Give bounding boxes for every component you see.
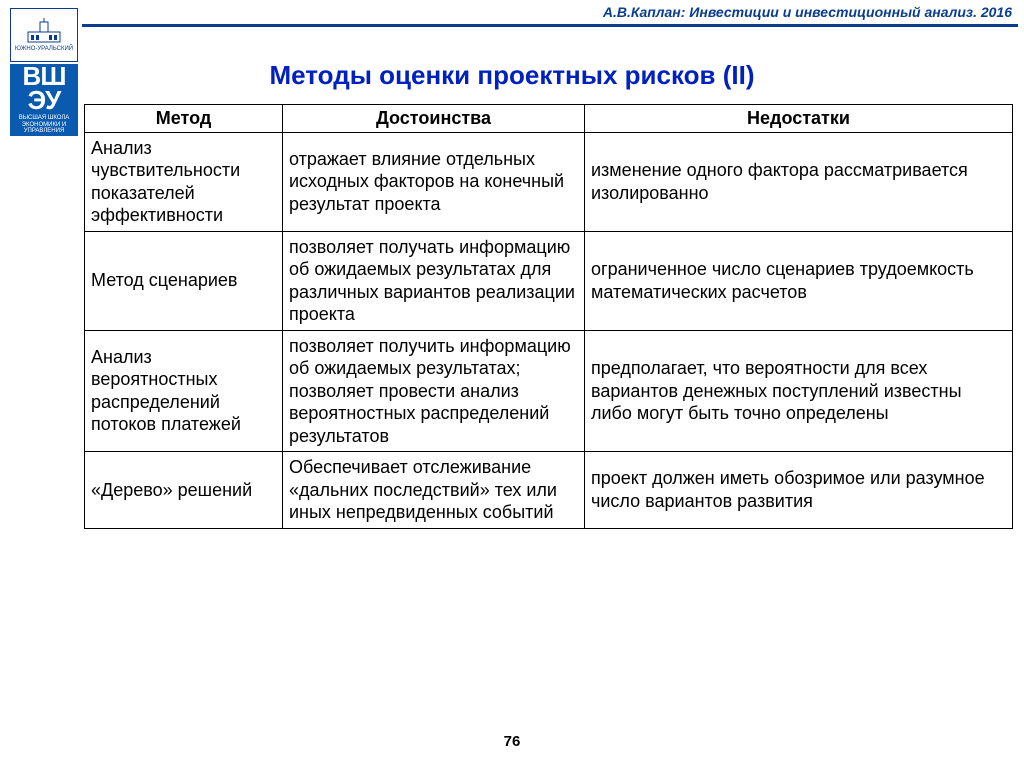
university-building-icon	[26, 18, 62, 44]
table-body: Анализ чувствительности показателей эффе…	[85, 132, 1013, 528]
col-header-method: Метод	[85, 105, 283, 133]
header-attribution: А.В.Каплан: Инвестиции и инвестиционный …	[603, 4, 1012, 20]
table-row: Анализ чувствительности показателей эффе…	[85, 132, 1013, 231]
col-header-pros: Достоинства	[283, 105, 585, 133]
cell-method: Метод сценариев	[85, 231, 283, 330]
table-row: «Дерево» решений Обеспечивает отслеживан…	[85, 452, 1013, 529]
table-row: Метод сценариев позволяет получать инфор…	[85, 231, 1013, 330]
cell-method: Анализ вероятностных распределений поток…	[85, 330, 283, 452]
cell-pros: позволяет получить информацию об ожидаем…	[283, 330, 585, 452]
methods-table: Метод Достоинства Недостатки Анализ чувс…	[84, 104, 1013, 529]
cell-method: «Дерево» решений	[85, 452, 283, 529]
cell-cons: предполагает, что вероятности для всех в…	[585, 330, 1013, 452]
col-header-cons: Недостатки	[585, 105, 1013, 133]
header-rule	[82, 24, 1018, 27]
cell-pros: позволяет получать информацию об ожидаем…	[283, 231, 585, 330]
table-row: Анализ вероятностных распределений поток…	[85, 330, 1013, 452]
cell-cons: проект должен иметь обозримое или разумн…	[585, 452, 1013, 529]
table-header-row: Метод Достоинства Недостатки	[85, 105, 1013, 133]
logo-school-sub: ВЫСШАЯ ШКОЛА ЭКОНОМИКИ И УПРАВЛЕНИЯ	[10, 115, 78, 135]
page-number: 76	[0, 733, 1024, 750]
cell-pros: Обеспечивает отслеживание «дальних после…	[283, 452, 585, 529]
logo-university: ЮЖНО-УРАЛЬСКИЙ	[10, 8, 78, 62]
cell-method: Анализ чувствительности показателей эффе…	[85, 132, 283, 231]
cell-cons: изменение одного фактора рассматривается…	[585, 132, 1013, 231]
cell-pros: отражает влияние отдельных исходных факт…	[283, 132, 585, 231]
logo-abbrev-2: ЭУ	[28, 89, 61, 112]
methods-table-container: Метод Достоинства Недостатки Анализ чувс…	[84, 104, 1012, 529]
page-title: Методы оценки проектных рисков (II)	[0, 60, 1024, 91]
logo-top-text: ЮЖНО-УРАЛЬСКИЙ	[15, 46, 73, 52]
cell-cons: ограниченное число сценариев трудоемкост…	[585, 231, 1013, 330]
